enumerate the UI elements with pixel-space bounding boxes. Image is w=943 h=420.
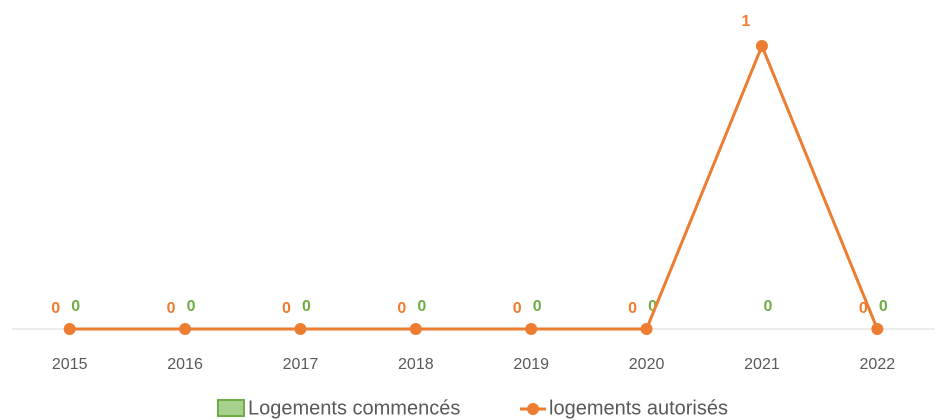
- x-tick-label: 2017: [283, 356, 319, 373]
- data-label: 0: [513, 300, 522, 317]
- data-label: 0: [187, 298, 196, 315]
- x-tick-label: 2019: [513, 356, 549, 373]
- x-tick-label: 2018: [398, 356, 434, 373]
- marker: [871, 323, 884, 335]
- data-label: 0: [628, 300, 637, 317]
- marker: [63, 323, 76, 335]
- data-label: 0: [282, 300, 291, 317]
- legend-swatch: [217, 399, 245, 417]
- data-label: 0: [302, 298, 311, 315]
- data-label: 1: [741, 13, 750, 30]
- x-tick-label: 2020: [629, 356, 665, 373]
- data-label: 0: [648, 298, 657, 315]
- data-label: 0: [763, 298, 772, 315]
- x-tick-label: 2015: [52, 356, 88, 373]
- marker: [294, 323, 307, 335]
- legend-label: logements autorisés: [549, 397, 728, 419]
- data-label: 0: [167, 300, 176, 317]
- line: [69, 42, 879, 331]
- marker: [755, 40, 768, 52]
- marker: [409, 323, 422, 335]
- marker: [525, 323, 538, 335]
- x-tick-label: 2016: [167, 356, 203, 373]
- legend-swatch: [527, 403, 539, 415]
- marker: [640, 323, 653, 335]
- data-label: 0: [71, 298, 80, 315]
- x-tick-label: 2021: [744, 356, 780, 373]
- data-label: 0: [51, 300, 60, 317]
- data-label: 0: [417, 298, 426, 315]
- data-label: 0: [879, 298, 888, 315]
- legend-label: Logements commencés: [248, 397, 460, 419]
- data-label: 0: [533, 298, 542, 315]
- data-label: 0: [859, 300, 868, 317]
- marker: [179, 323, 192, 335]
- data-label: 0: [397, 300, 406, 317]
- x-tick-label: 2022: [860, 356, 896, 373]
